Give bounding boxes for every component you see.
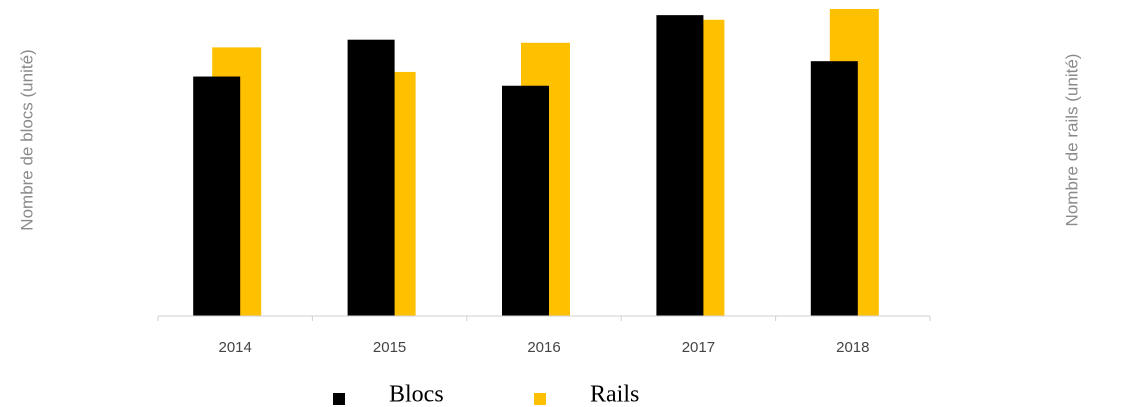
x-tick-label: 2018 <box>836 339 869 356</box>
bar <box>656 15 704 316</box>
bar <box>502 85 549 316</box>
bar <box>193 76 241 316</box>
y2-axis-title: Nombre de rails (unité) <box>1062 54 1081 227</box>
legend-label: Rails <box>590 382 639 407</box>
x-tick-label: 2016 <box>527 339 560 356</box>
x-tick-label: 2014 <box>219 339 252 356</box>
legend-swatch <box>333 393 345 405</box>
x-tick-label: 2017 <box>682 339 715 356</box>
legend-label: Blocs <box>389 382 444 407</box>
legend-swatch <box>534 393 546 405</box>
bar <box>347 39 395 316</box>
y-axis-title: Nombre de blocs (unité) <box>17 49 36 230</box>
bar <box>810 61 858 316</box>
x-tick-label: 2015 <box>373 339 406 356</box>
